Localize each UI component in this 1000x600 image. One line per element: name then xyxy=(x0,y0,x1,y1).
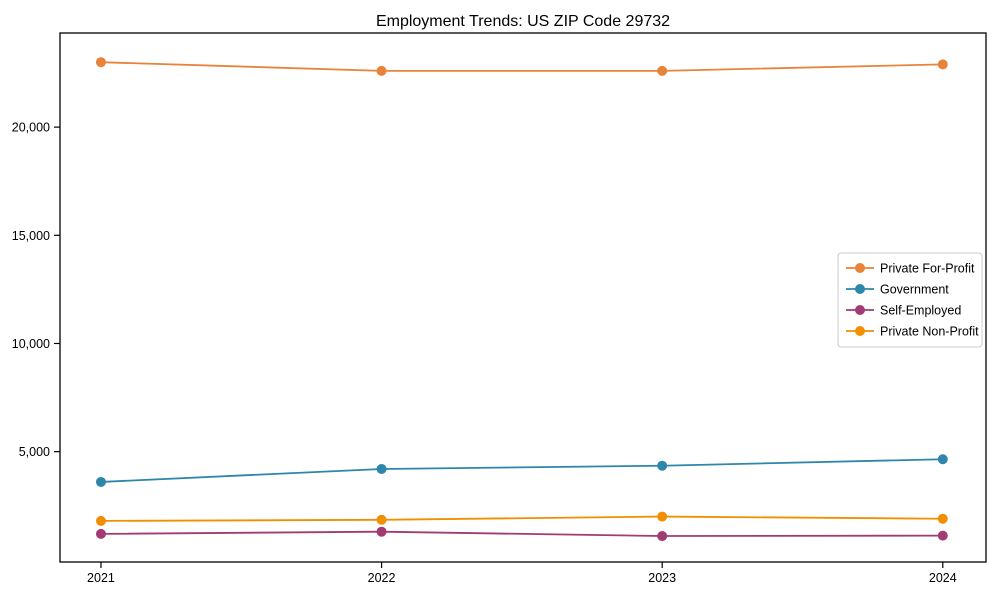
x-axis-tick-label: 2023 xyxy=(648,571,676,585)
y-axis-tick-label: 10,000 xyxy=(12,337,50,351)
data-point-marker-private-for-profit-2024 xyxy=(937,59,948,70)
x-axis-tick-label: 2022 xyxy=(368,571,396,585)
series-line-private-for-profit xyxy=(100,61,943,72)
data-point-marker-private-for-profit-2021 xyxy=(95,57,106,68)
legend-marker xyxy=(855,305,865,315)
data-point-marker-private-for-profit-2023 xyxy=(657,65,668,76)
plot-area: 5,000 10,000 15,000 20,000 2021 2022 2023 2024 P… xyxy=(12,32,987,585)
legend-entry-self-employed: Self-Employed xyxy=(846,304,961,318)
data-point-marker-private-non-profit-2021 xyxy=(95,515,106,526)
chart-title: Employment Trends: US ZIP Code 29732 xyxy=(376,13,670,30)
x-axis-tick-label: 2021 xyxy=(87,571,115,585)
data-point-marker-self-employed-2023 xyxy=(657,531,668,542)
legend-label: Self-Employed xyxy=(880,304,961,318)
legend-marker xyxy=(855,326,865,336)
legend-entry-government: Government xyxy=(846,283,949,297)
data-point-marker-self-employed-2022 xyxy=(376,526,387,537)
data-point-marker-private-for-profit-2022 xyxy=(376,65,387,76)
legend: Private For-Profit Government Self-Employe… xyxy=(837,252,983,348)
legend-marker xyxy=(855,284,865,294)
legend-entry-private-non-profit: Private Non-Profit xyxy=(846,325,979,339)
data-point-marker-government-2022 xyxy=(376,463,387,474)
y-axis-tick-label: 15,000 xyxy=(12,229,50,243)
legend-label: Private Non-Profit xyxy=(880,325,979,339)
series-line-private-non-profit xyxy=(100,515,943,522)
y-axis-tick-label: 20,000 xyxy=(12,121,50,135)
series-line-government xyxy=(100,458,943,483)
data-point-marker-government-2023 xyxy=(657,460,668,471)
series-line-self-employed xyxy=(100,530,943,537)
data-point-marker-private-non-profit-2023 xyxy=(657,511,668,522)
legend-box xyxy=(837,252,983,348)
plot-border xyxy=(59,32,987,563)
legend-marker xyxy=(855,263,865,273)
x-axis-tick-label: 2024 xyxy=(929,571,957,585)
data-point-marker-private-non-profit-2024 xyxy=(937,513,948,524)
data-point-marker-government-2024 xyxy=(937,454,948,465)
data-point-marker-self-employed-2024 xyxy=(937,530,948,541)
legend-entry-private-for-profit: Private For-Profit xyxy=(846,262,975,276)
data-point-marker-government-2021 xyxy=(95,476,106,487)
data-point-marker-private-non-profit-2022 xyxy=(376,514,387,525)
data-point-marker-self-employed-2021 xyxy=(95,528,106,539)
legend-label: Private For-Profit xyxy=(880,262,975,276)
legend-label: Government xyxy=(880,283,949,297)
y-axis-tick-label: 5,000 xyxy=(19,445,50,459)
